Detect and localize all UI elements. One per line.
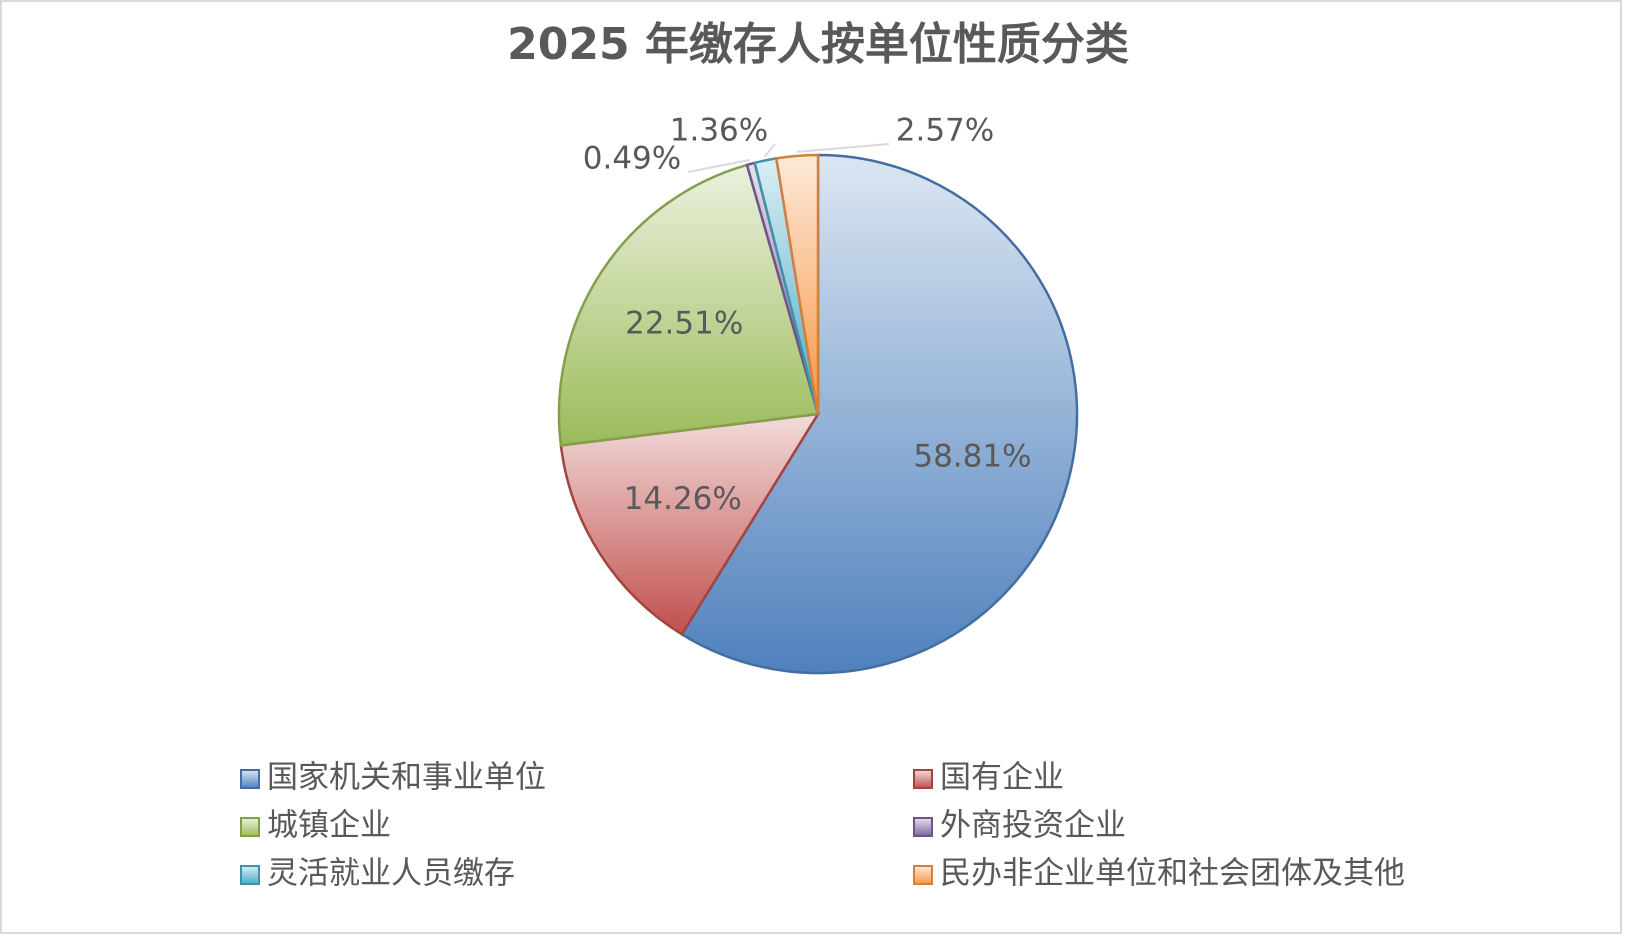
leader-line bbox=[763, 143, 776, 158]
data-label: 58.81% bbox=[913, 438, 1031, 474]
pie-slice bbox=[680, 153, 1079, 675]
data-label: 1.36% bbox=[670, 113, 768, 149]
legend-label: 灵活就业人员缴存 bbox=[267, 856, 515, 892]
data-label: 14.26% bbox=[624, 481, 742, 517]
legend-swatch bbox=[240, 865, 260, 885]
data-label: 0.49% bbox=[583, 141, 681, 177]
legend-swatch bbox=[913, 817, 933, 837]
legend-label: 外商投资企业 bbox=[940, 808, 1126, 844]
legend-swatch bbox=[240, 817, 260, 837]
legend-swatch bbox=[913, 769, 933, 789]
legend-label: 国家机关和事业单位 bbox=[267, 760, 546, 796]
data-label: 2.57% bbox=[896, 113, 994, 149]
pie-slice bbox=[774, 153, 820, 415]
legend-label: 民办非企业单位和社会团体及其他 bbox=[940, 856, 1405, 892]
leader-line bbox=[796, 143, 890, 153]
data-label: 22.51% bbox=[625, 306, 743, 342]
pie-slice bbox=[557, 163, 820, 447]
legend-label: 国有企业 bbox=[940, 760, 1064, 796]
chart-title: 2025 年缴存人按单位性质分类 bbox=[507, 19, 1129, 70]
legend-swatch bbox=[913, 865, 933, 885]
pie-slice bbox=[559, 412, 821, 637]
legend-label: 城镇企业 bbox=[267, 808, 391, 844]
leader-line bbox=[687, 159, 750, 173]
legend-swatch bbox=[240, 769, 260, 789]
